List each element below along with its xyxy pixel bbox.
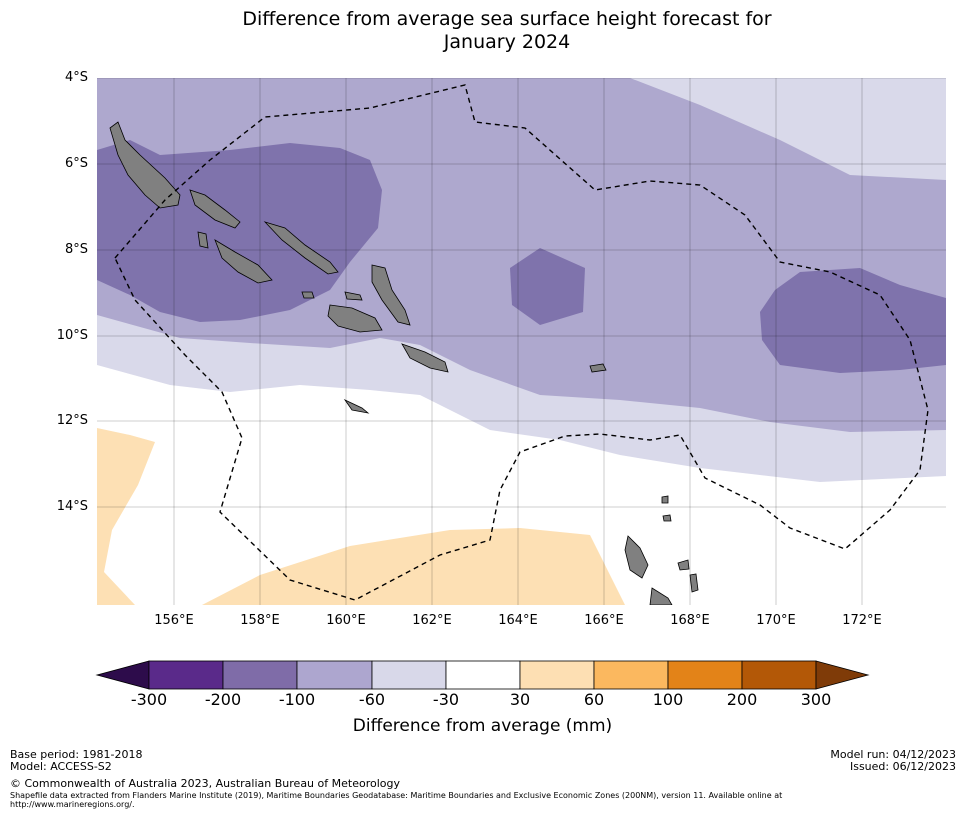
- island-small-6: [301, 291, 315, 299]
- x-tick-label: 160°E: [326, 613, 366, 628]
- copyright: © Commonwealth of Australia 2023, Austra…: [10, 777, 400, 790]
- island-new-georgia: [214, 239, 273, 284]
- x-tick-label: 172°E: [842, 613, 882, 628]
- colorbar-tick-label: 200: [726, 690, 758, 709]
- x-tick-label: 164°E: [498, 613, 538, 628]
- contour-minus200-minus100-central: [510, 248, 585, 325]
- island-small-1: [589, 363, 607, 373]
- y-tick-label: 14°S: [56, 499, 88, 514]
- colorbar-tick-label: -100: [278, 690, 316, 709]
- contour-minus200-minus100-east: [760, 268, 946, 373]
- island-santa-isabel: [263, 221, 339, 275]
- island-malakula: [649, 587, 673, 605]
- shapefile-credit-line-1: Shapefile data extracted from Flanders M…: [10, 791, 783, 800]
- colorbar-tick-label: 300: [800, 690, 832, 709]
- x-tick-label: 170°E: [756, 613, 796, 628]
- island-bougainville: [109, 121, 181, 209]
- colorbar-extend-high: [815, 660, 870, 690]
- colorbar-tick-label: -200: [204, 690, 242, 709]
- contour-plus30-plus60-west: [97, 428, 155, 605]
- map-title: Difference from average sea surface heig…: [0, 8, 965, 54]
- y-tick-label: 6°S: [64, 156, 88, 171]
- issued-date: Issued: 06/12/2023: [849, 760, 956, 773]
- colorbar-bin-1: [148, 660, 224, 690]
- model-name: Model: ACCESS-S2: [10, 760, 112, 773]
- base-period: Base period: 1981-2018: [10, 748, 143, 761]
- colorbar-bin-4: [371, 660, 447, 690]
- colorbar: [95, 660, 870, 690]
- island-choiseul: [189, 189, 241, 229]
- island-small-8: [197, 231, 209, 249]
- island-guadalcanal: [327, 304, 383, 333]
- title-line-2: January 2024: [443, 31, 571, 53]
- island-small-5: [689, 573, 699, 593]
- colorbar-tick-label: -60: [358, 690, 386, 709]
- island-small-3: [662, 514, 672, 522]
- x-tick-label: 166°E: [584, 613, 624, 628]
- y-tick-label: 8°S: [64, 242, 88, 257]
- colorbar-extend-low: [95, 660, 150, 690]
- island-malaita: [371, 264, 411, 326]
- colorbar-bin-5: [445, 660, 521, 690]
- x-tick-label: 158°E: [240, 613, 280, 628]
- land-masses: [109, 121, 699, 605]
- colorbar-title: Difference from average (mm): [352, 716, 613, 736]
- model-run: Model run: 04/12/2023: [830, 748, 956, 761]
- colorbar-tick-label: 60: [583, 690, 605, 709]
- island-rennell: [343, 398, 370, 414]
- y-tick-label: 4°S: [64, 70, 88, 85]
- title-line-1: Difference from average sea surface heig…: [242, 8, 772, 30]
- y-tick-label: 12°S: [56, 413, 88, 428]
- colorbar-tick-label: -300: [130, 690, 168, 709]
- colorbar-bin-9: [741, 660, 817, 690]
- island-espiritu-santo: [624, 535, 649, 579]
- x-tick-label: 168°E: [670, 613, 710, 628]
- island-small-2: [661, 495, 669, 504]
- colorbar-bin-3: [296, 660, 373, 690]
- x-tick-label: 156°E: [154, 613, 194, 628]
- map-area: [97, 78, 946, 605]
- shapefile-credit-line-2: http://www.marineregions.org/.: [10, 800, 135, 809]
- colorbar-bin-6: [519, 660, 595, 690]
- colorbar-bin-8: [667, 660, 743, 690]
- island-makira: [401, 343, 449, 373]
- colorbar-tick-label: 30: [509, 690, 531, 709]
- colorbar-tick-label: -30: [432, 690, 460, 709]
- x-tick-label: 162°E: [412, 613, 452, 628]
- colorbar-bin-7: [593, 660, 669, 690]
- shapefile-credit: Shapefile data extracted from Flanders M…: [10, 791, 950, 809]
- island-small-4: [677, 559, 690, 571]
- colorbar-tick-label: 100: [652, 690, 684, 709]
- y-tick-label: 10°S: [56, 328, 88, 343]
- colorbar-bin-2: [222, 660, 298, 690]
- island-small-7: [344, 291, 363, 301]
